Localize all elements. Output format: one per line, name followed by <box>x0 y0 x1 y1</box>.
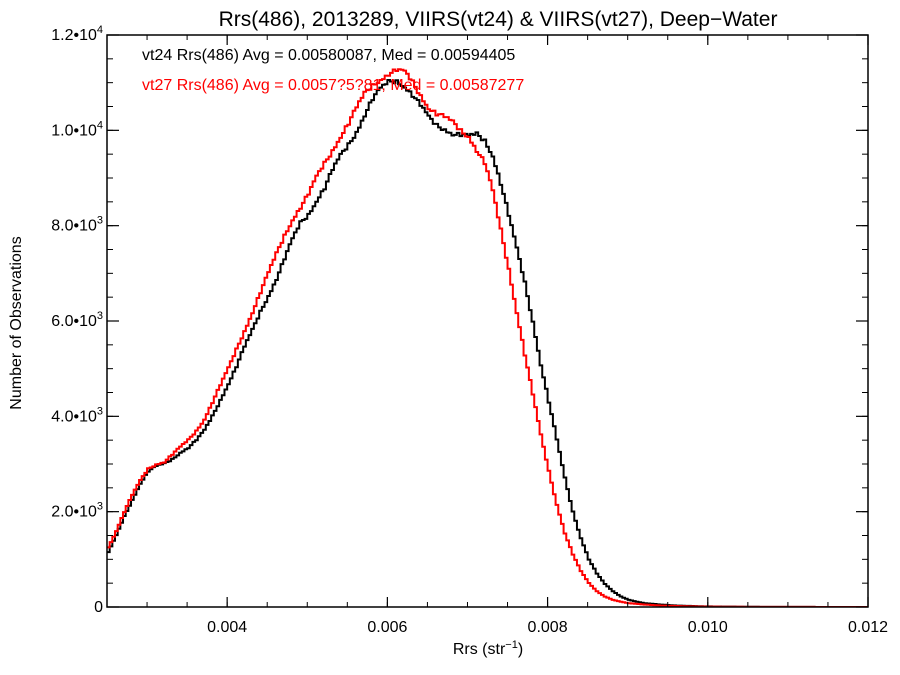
x-tick-label: 0.010 <box>688 619 728 636</box>
y-tick-label: 4.0•103 <box>51 405 103 425</box>
x-axis-label: Rrs (str−1) <box>453 639 523 658</box>
y-tick-label: 2.0•103 <box>51 501 103 521</box>
y-tick-label: 0 <box>94 599 103 616</box>
annotations-layer: vt24 Rrs(486) Avg = 0.00580087, Med = 0.… <box>142 47 524 94</box>
y-tick-label: 1.2•104 <box>51 24 103 44</box>
annotation-0: vt24 Rrs(486) Avg = 0.00580087, Med = 0.… <box>142 47 515 64</box>
y-tick-label: 8.0•103 <box>51 215 103 235</box>
series-line-0 <box>107 79 868 607</box>
x-tick-label: 0.012 <box>848 619 888 636</box>
series-layer <box>107 68 868 607</box>
annotation-1: vt27 Rrs(486) Avg = 0.0057?5?81, Med = 0… <box>142 77 524 94</box>
ticks-layer: 0.004 0.006 0.008 0.010 0.012 0 2.0•103 4.0•103… <box>51 24 888 636</box>
y-tick-label: 6.0•103 <box>51 310 103 330</box>
series-line-1 <box>107 68 868 607</box>
x-tick-label: 0.006 <box>367 619 407 636</box>
x-tick-label: 0.008 <box>528 619 568 636</box>
y-tick-label: 1.0•104 <box>51 119 103 139</box>
x-tick-label: 0.004 <box>207 619 247 636</box>
y-axis-label: Number of Observations <box>8 236 25 409</box>
chart-title: Rrs(486), 2013289, VIIRS(vt24) & VIIRS(v… <box>219 8 778 31</box>
plot-frame <box>106 34 869 608</box>
